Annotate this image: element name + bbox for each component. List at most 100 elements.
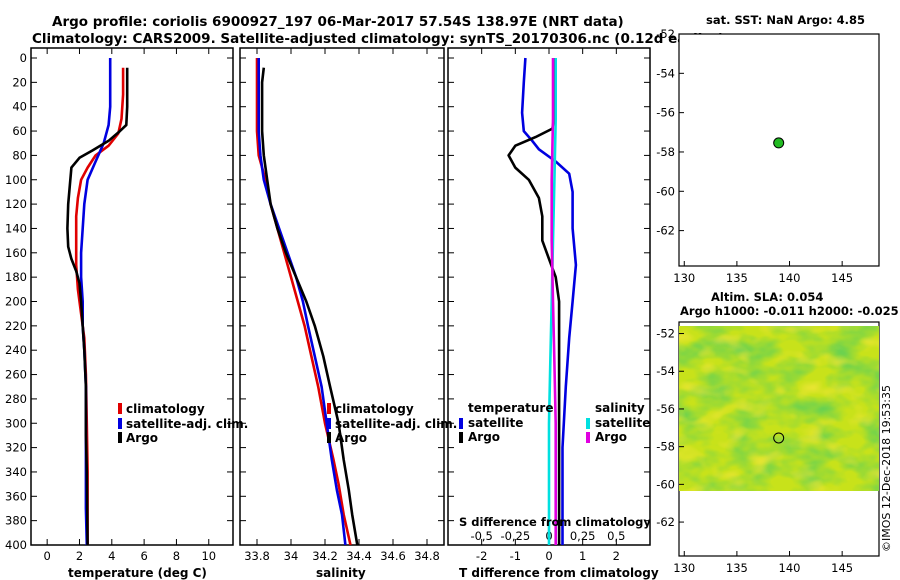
sst-map-frame [678, 33, 880, 267]
legend-climatology: climatology [335, 402, 414, 416]
y-tick-label: 340 [5, 465, 27, 479]
legend-swatch-climatology [118, 403, 122, 414]
legend-swatch-t-satellite [459, 418, 463, 429]
temperature-series-group [66, 58, 129, 545]
map-x-tick-label: 130 [673, 561, 695, 575]
map-x-tick-label: 145 [831, 561, 853, 575]
legend-swatch-t-argo [459, 432, 463, 443]
map-x-tick-label: 130 [673, 271, 695, 285]
x-tick-label: 8 [173, 549, 180, 563]
x-tick-label: 4 [108, 549, 115, 563]
sst-map-layer: -52 -54 -56 -58 -60 -62 130 135 140 145 [656, 27, 853, 285]
sla-heatmap [679, 326, 879, 491]
legend-t-satellite: satellite [468, 416, 523, 430]
s-tick-label: 0,5 [607, 529, 625, 543]
s-tick-label: 0,25 [570, 529, 596, 543]
y-tick-label: 60 [12, 124, 27, 138]
salinity-series-satellite-adj-clim- [257, 58, 347, 545]
legend-t-argo: Argo [468, 430, 500, 444]
legend-s-argo: Argo [595, 430, 627, 444]
y-tick-label: 400 [5, 538, 27, 552]
legend-swatch-s-argo [586, 432, 590, 443]
y-tick-label: 260 [5, 368, 27, 382]
difference-series-group [507, 57, 578, 545]
x-tick-label: -2 [476, 549, 487, 563]
difference-series-t-argo [507, 58, 561, 545]
x-tick-label: 34 [284, 549, 299, 563]
x-tick-label: 6 [140, 549, 147, 563]
sla-map-title-line1: Altim. SLA: 0.054 [711, 290, 823, 304]
map-y-tick-label: -60 [656, 477, 675, 491]
sst-map-title: sat. SST: NaN Argo: 4.85 [706, 13, 865, 27]
argo-float-location-marker [773, 432, 785, 444]
legend-swatch-climatology [327, 403, 331, 414]
x-tick-label: 34.4 [346, 549, 372, 563]
y-tick-label: 280 [5, 392, 27, 406]
y-tick-label: 80 [12, 148, 27, 162]
salinity-plot-frame [239, 47, 445, 546]
argo-float-location-marker [773, 137, 785, 149]
map-y-tick-label: -52 [656, 327, 675, 341]
x-tick-label: 10 [201, 549, 216, 563]
y-tick-label: 180 [5, 270, 27, 284]
y-tick-label: 160 [5, 246, 27, 260]
y-tick-label: 300 [5, 416, 27, 430]
temperature-series-argo [66, 67, 129, 545]
x-tick-label: -1 [510, 549, 521, 563]
legend-argo: Argo [335, 431, 367, 445]
difference-series-t-satellite [520, 57, 578, 545]
map-x-tick-label: 140 [779, 561, 801, 575]
y-tick-label: 20 [12, 75, 27, 89]
temperature-plot-frame [30, 47, 234, 546]
y-tick-label: 320 [5, 441, 27, 455]
map-x-tick-label: 145 [831, 271, 853, 285]
map-y-tick-label: -56 [656, 106, 675, 120]
map-y-tick-label: -54 [656, 364, 675, 378]
difference-legend: temperature satellite Argo salinity sate… [459, 401, 650, 444]
x-tick-label: 34.8 [414, 549, 440, 563]
x-tick-label: 34.2 [312, 549, 338, 563]
salinity-xlabel: salinity [316, 566, 366, 580]
map-y-tick-label: -62 [656, 224, 675, 238]
y-tick-label: 0 [20, 51, 27, 65]
s-tick-label: -0,25 [500, 529, 530, 543]
x-tick-label: 0 [43, 549, 50, 563]
sla-heatmap-yellow-field [679, 326, 879, 491]
map-x-tick-label: 135 [726, 561, 748, 575]
credit-text: ©IMOS 12-Dec-2018 19:53:35 [880, 385, 893, 552]
map-y-tick-label: -56 [656, 402, 675, 416]
legend-s-satellite: satellite [595, 416, 650, 430]
legend-climatology: climatology [126, 402, 205, 416]
axes-layer: 0204060801001201401601802002202402602803… [5, 48, 650, 563]
legend-argo: Argo [126, 431, 158, 445]
figure-title-line1: Argo profile: coriolis 6900927_197 06-Ma… [52, 14, 624, 30]
map-y-tick-label: -52 [656, 27, 675, 41]
map-x-tick-label: 140 [779, 271, 801, 285]
y-tick-label: 240 [5, 343, 27, 357]
y-tick-label: 140 [5, 221, 27, 235]
x-tick-label: 1 [579, 549, 586, 563]
legend-satellite: satellite-adj. clim. [126, 417, 248, 431]
legend-swatch-argo [327, 432, 331, 443]
sla-map-title-line2: Argo h1000: -0.011 h2000: -0.025 [680, 304, 899, 318]
legend-temperature-title: temperature [468, 401, 553, 415]
s-tick-label: -0,5 [470, 529, 492, 543]
salinity-series-argo [260, 67, 359, 545]
y-tick-label: 100 [5, 173, 27, 187]
y-tick-label: 40 [12, 100, 27, 114]
map-y-tick-label: -54 [656, 66, 675, 80]
y-tick-label: 380 [5, 514, 27, 528]
legend-swatch-argo [118, 432, 122, 443]
map-y-tick-label: -58 [656, 145, 675, 159]
legend-satellite: satellite-adj. clim. [335, 417, 457, 431]
difference-xlabel: T difference from climatology [459, 566, 659, 580]
salinity-legend: climatology satellite-adj. clim. Argo [327, 402, 457, 445]
map-y-tick-label: -62 [656, 515, 675, 529]
x-tick-label: 2 [613, 549, 620, 563]
legend-swatch-satellite [327, 418, 331, 429]
salinity-series-group [255, 58, 359, 545]
map-y-tick-label: -60 [656, 184, 675, 198]
x-tick-label: 0 [545, 549, 552, 563]
difference-series-s-argo [550, 58, 558, 545]
